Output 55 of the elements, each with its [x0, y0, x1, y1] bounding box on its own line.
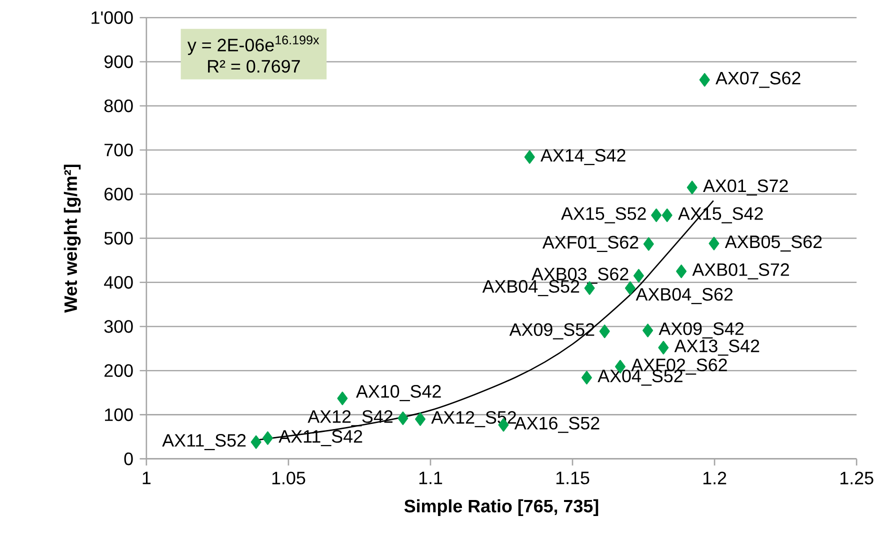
- annotation: AX12_S52: [431, 411, 516, 428]
- y-tick-label: 700: [104, 144, 133, 156]
- annotation: AXB04_S62: [636, 288, 733, 304]
- x-tick-label: 1.15: [556, 472, 590, 484]
- point: [643, 237, 654, 251]
- annotation: AX11_S52: [162, 434, 246, 450]
- y-tick-label: 400: [104, 276, 133, 289]
- y-tick-label: 500: [104, 232, 133, 245]
- y-tick-label: 100: [105, 408, 133, 422]
- point: [398, 412, 408, 426]
- x-axis-title: Simple Ratio [765, 735]: [404, 499, 598, 516]
- x-tick-label: 1.05: [272, 472, 306, 485]
- point: [337, 392, 348, 406]
- x-tick-label: 1.1: [419, 472, 442, 484]
- annotation: R² = 0.7697: [208, 60, 300, 73]
- point: [662, 208, 672, 222]
- annotation: AX16_S52: [514, 416, 600, 434]
- point: [415, 412, 426, 426]
- point: [581, 370, 592, 385]
- point: [686, 180, 698, 194]
- point: [658, 340, 669, 355]
- annotation: y = 2E-06e$^{16.199x}$: [187, 36, 320, 56]
- point: [699, 73, 710, 87]
- point: [250, 435, 262, 449]
- annotation: AX13_S42: [674, 340, 760, 356]
- annotation: AXF01_S62: [542, 236, 638, 252]
- annotation: AX11_S42: [278, 430, 362, 446]
- x-tick-label: 1: [142, 472, 151, 484]
- y-tick-label: 0: [124, 452, 133, 466]
- x-tick-label: 1.2: [703, 472, 726, 484]
- point: [676, 264, 687, 278]
- point: [642, 324, 654, 338]
- annotation: AX10_S42: [356, 385, 441, 402]
- annotation: AX14_S42: [540, 149, 626, 166]
- y-tick-label: 600: [104, 188, 133, 201]
- annotation: AX12_S42: [308, 410, 392, 426]
- point: [599, 324, 610, 338]
- y-tick-label: 300: [104, 320, 133, 333]
- y-axis-title: Wet weight [g/m²]: [64, 164, 81, 313]
- point: [262, 431, 273, 445]
- annotation: AX01_S72: [703, 180, 788, 196]
- annotation: AX15_S52: [561, 207, 646, 224]
- y-tick-label: 200: [104, 364, 133, 378]
- y-tick-label: 1'000: [92, 11, 133, 24]
- annotation: AX09_S42: [658, 322, 744, 339]
- annotation: AX07_S62: [716, 72, 800, 88]
- annotation: AXB01_S72: [692, 263, 789, 280]
- annotation: AXB05_S62: [724, 236, 822, 252]
- y-tick-label: 800: [104, 100, 133, 112]
- x-tick-label: 1.25: [840, 472, 874, 485]
- point: [708, 236, 720, 250]
- y-tick-label: 900: [104, 56, 133, 68]
- point: [524, 150, 535, 164]
- point: [651, 208, 662, 222]
- point: [633, 269, 644, 283]
